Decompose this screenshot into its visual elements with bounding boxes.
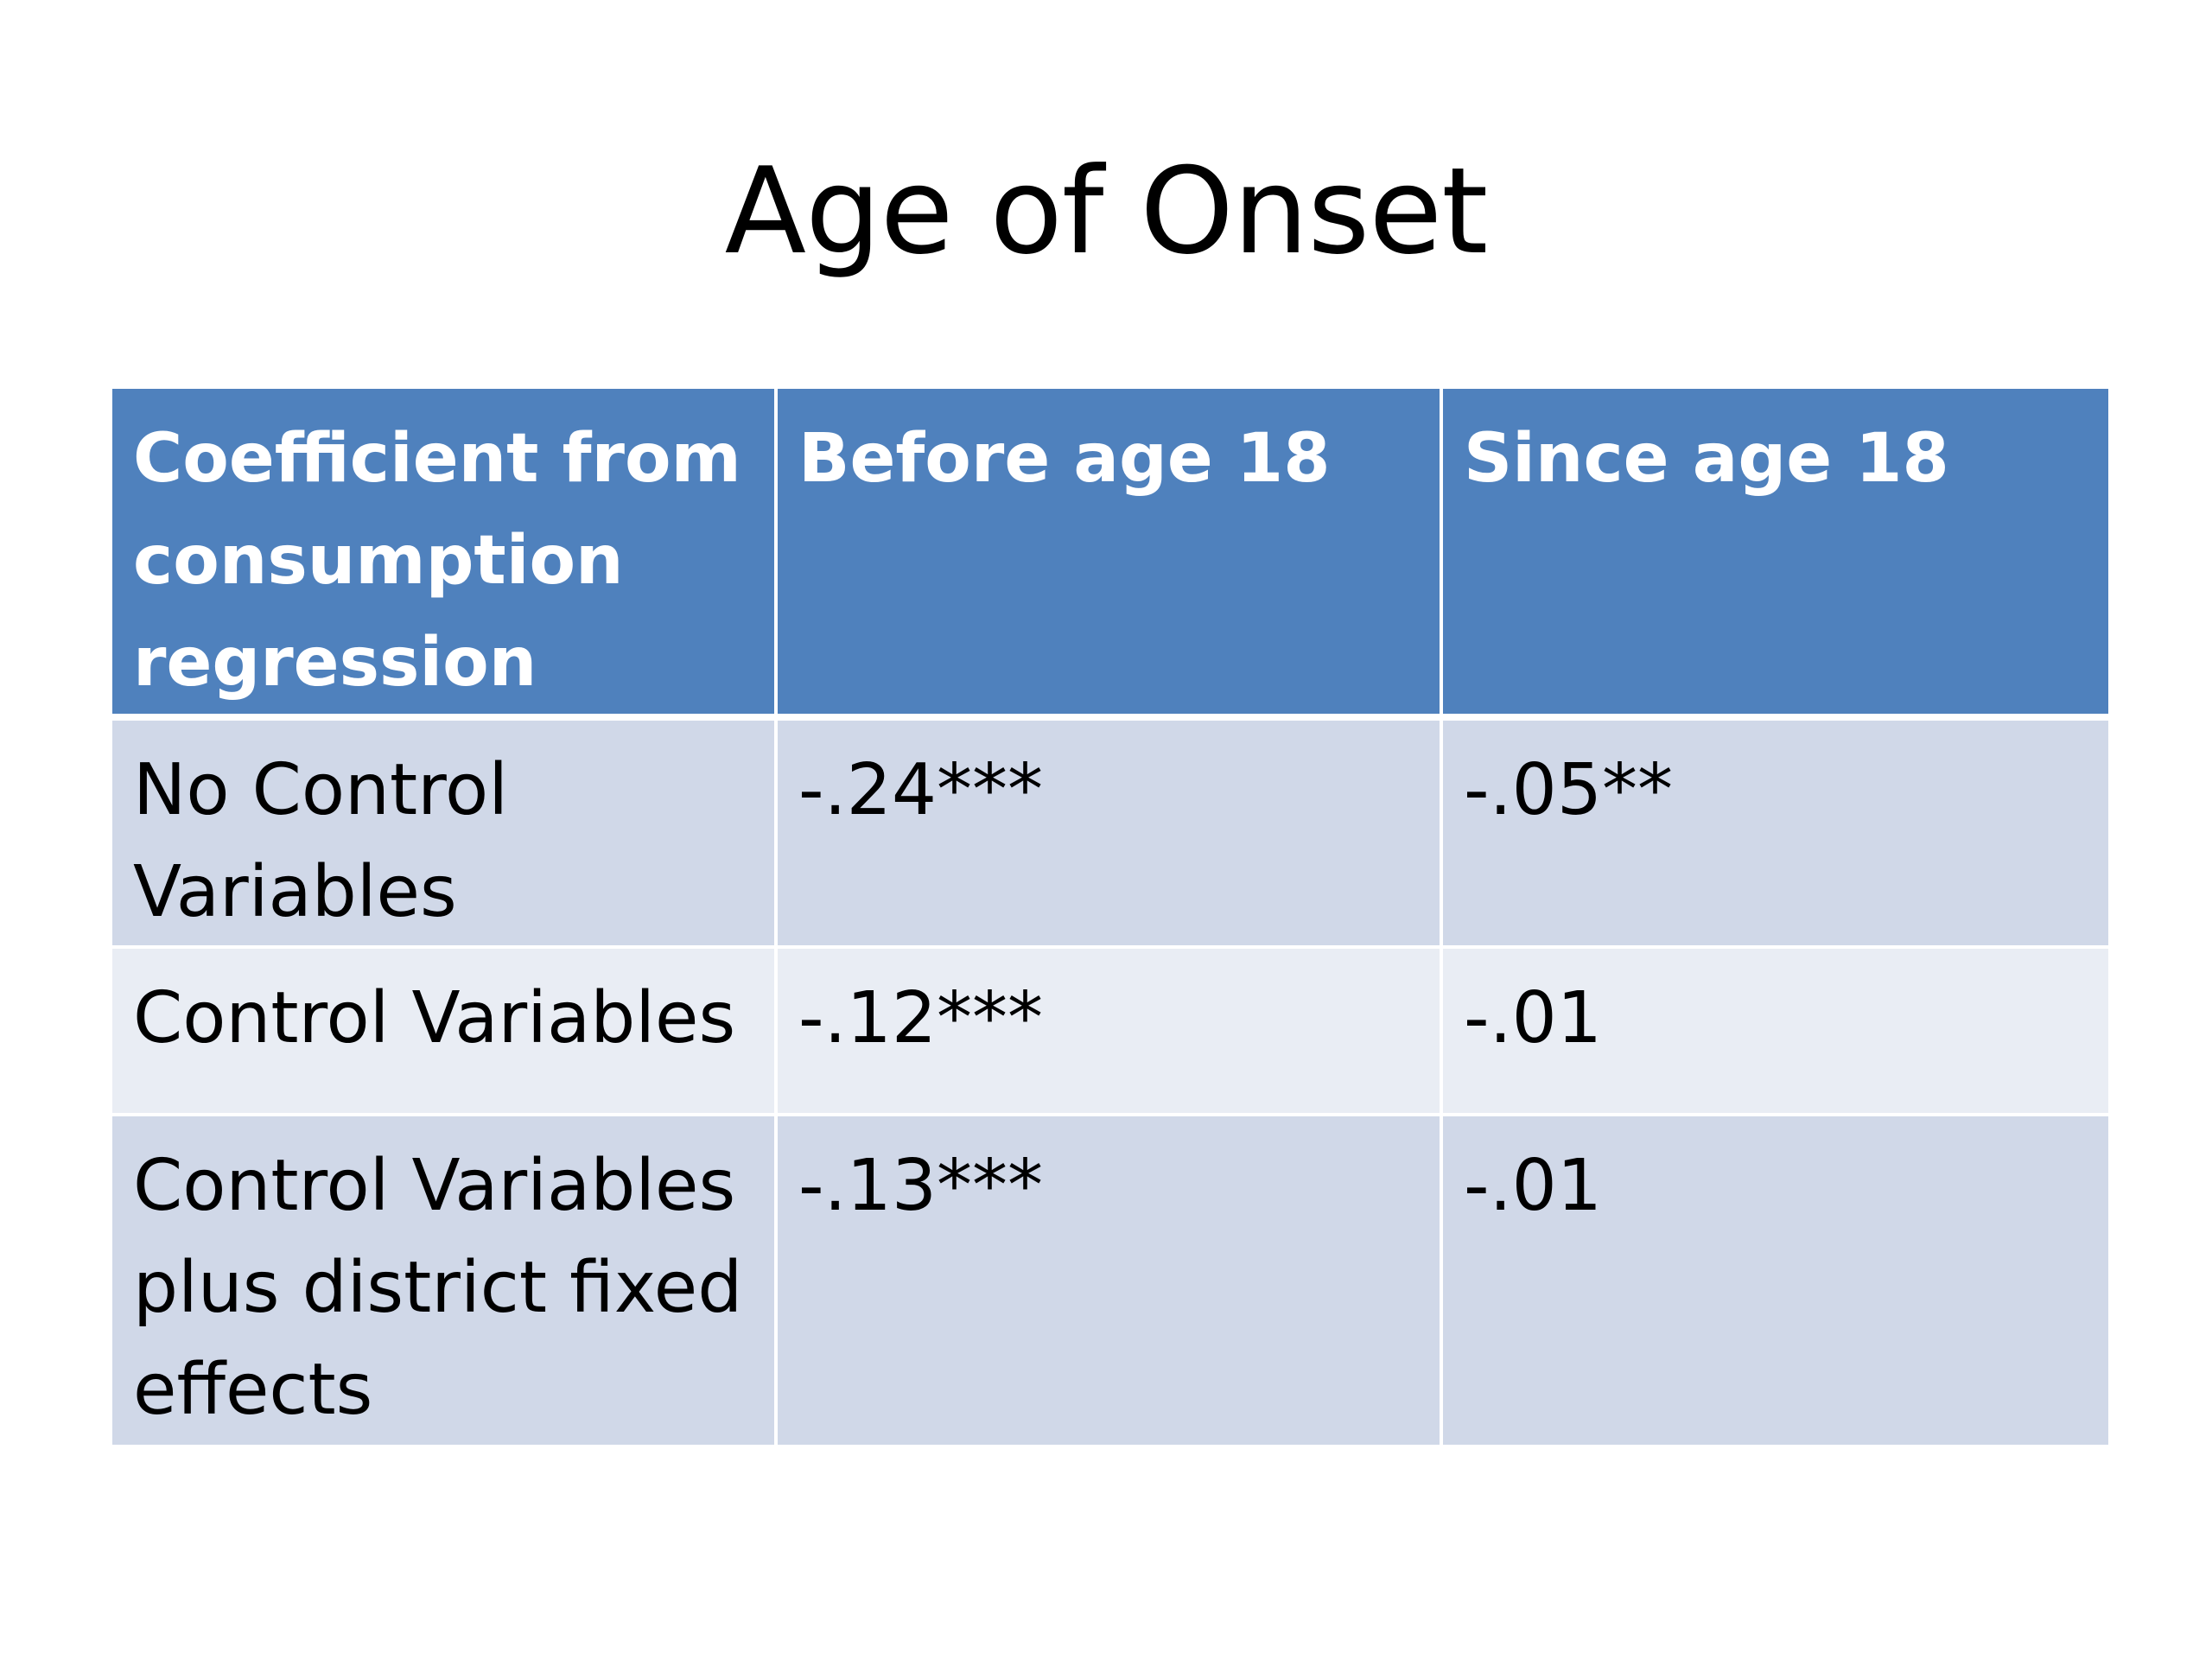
table-body: No Control Variables -.24*** -.05** Cont… bbox=[112, 717, 2108, 1448]
before-age-18-cell: -.24*** bbox=[776, 717, 1443, 949]
before-age-18-cell: -.13*** bbox=[776, 1115, 1443, 1448]
since-age-18-cell: -.01 bbox=[1441, 947, 2108, 1116]
row-label-cell: Control Variables bbox=[112, 947, 778, 1116]
header-cell-before-age-18: Before age 18 bbox=[776, 389, 1443, 721]
since-age-18-cell: -.05** bbox=[1441, 717, 2108, 949]
results-table: Coefficient from consumption regression … bbox=[112, 389, 2108, 1448]
slide-title: Age of Onset bbox=[724, 142, 1489, 281]
row-label-cell: No Control Variables bbox=[112, 717, 778, 949]
header-cell-coefficient: Coefficient from consumption regression bbox=[112, 389, 778, 721]
header-cell-since-age-18: Since age 18 bbox=[1441, 389, 2108, 721]
table-row: No Control Variables -.24*** -.05** bbox=[112, 717, 2108, 949]
table-header: Coefficient from consumption regression … bbox=[112, 389, 2108, 721]
before-age-18-cell: -.12*** bbox=[776, 947, 1443, 1116]
table-row: Control Variables -.12*** -.01 bbox=[112, 947, 2108, 1116]
since-age-18-cell: -.01 bbox=[1441, 1115, 2108, 1448]
header-row: Coefficient from consumption regression … bbox=[112, 389, 2108, 721]
results-table-container: Coefficient from consumption regression … bbox=[112, 389, 2108, 1448]
row-label-cell: Control Variables plus district fixed ef… bbox=[112, 1115, 778, 1448]
table-row: Control Variables plus district fixed ef… bbox=[112, 1115, 2108, 1448]
